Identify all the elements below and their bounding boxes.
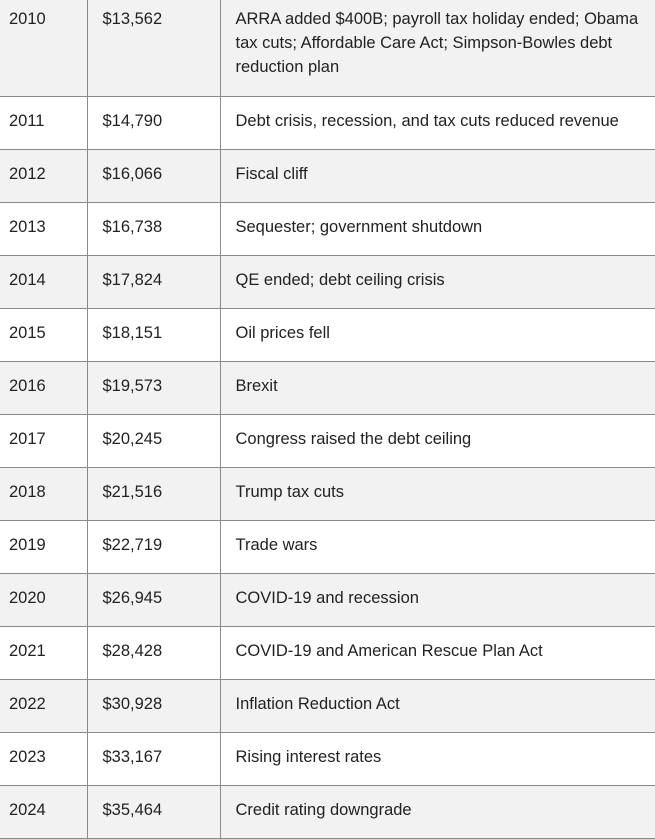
year-cell: 2012 [0, 149, 88, 203]
table-row: 2017 $20,245 Congress raised the debt ceil… [0, 414, 655, 468]
table-row: 2015 $18,151 Oil prices fell [0, 308, 655, 362]
table-row: 2023 $33,167 Rising interest rates [0, 732, 655, 786]
event-cell: Congress raised the debt ceiling [220, 414, 655, 468]
year-cell: 2021 [0, 626, 88, 680]
year-cell: 2019 [0, 520, 88, 574]
debt-cell: $16,066 [87, 149, 221, 203]
table-row: 2021 $28,428 COVID-19 and American Rescue … [0, 626, 655, 680]
table-row: 2019 $22,719 Trade wars [0, 520, 655, 574]
year-cell: 2011 [0, 96, 88, 150]
event-cell: Brexit [220, 361, 655, 415]
table-row: 2024 $35,464 Credit rating downgrade [0, 785, 655, 839]
table-row: 2014 $17,824 QE ended; debt ceiling crisis [0, 255, 655, 309]
event-cell: COVID-19 and recession [220, 573, 655, 627]
debt-cell: $20,245 [87, 414, 221, 468]
event-cell: Credit rating downgrade [220, 785, 655, 839]
debt-cell: $17,824 [87, 255, 221, 309]
table-row: 2010 $13,562 ARRA added $400B; payroll tax… [0, 0, 655, 97]
debt-cell: $30,928 [87, 679, 221, 733]
debt-cell: $28,428 [87, 626, 221, 680]
debt-cell: $22,719 [87, 520, 221, 574]
year-cell: 2010 [0, 0, 88, 97]
year-cell: 2014 [0, 255, 88, 309]
event-cell: Sequester; government shutdown [220, 202, 655, 256]
year-cell: 2020 [0, 573, 88, 627]
year-cell: 2016 [0, 361, 88, 415]
event-cell: Inflation Reduction Act [220, 679, 655, 733]
event-cell: Fiscal cliff [220, 149, 655, 203]
debt-cell: $33,167 [87, 732, 221, 786]
debt-cell: $13,562 [87, 0, 221, 97]
event-cell: COVID-19 and American Rescue Plan Act [220, 626, 655, 680]
year-cell: 2018 [0, 467, 88, 521]
event-cell: Debt crisis, recession, and tax cuts red… [220, 96, 655, 150]
year-cell: 2013 [0, 202, 88, 256]
debt-cell: $21,516 [87, 467, 221, 521]
table-row: 2016 $19,573 Brexit [0, 361, 655, 415]
debt-cell: $19,573 [87, 361, 221, 415]
year-cell: 2017 [0, 414, 88, 468]
debt-cell: $35,464 [87, 785, 221, 839]
event-cell: Trade wars [220, 520, 655, 574]
event-cell: Rising interest rates [220, 732, 655, 786]
event-cell: QE ended; debt ceiling crisis [220, 255, 655, 309]
event-cell: Oil prices fell [220, 308, 655, 362]
debt-cell: $14,790 [87, 96, 221, 150]
table-row: 2018 $21,516 Trump tax cuts [0, 467, 655, 521]
year-cell: 2022 [0, 679, 88, 733]
event-cell: Trump tax cuts [220, 467, 655, 521]
debt-cell: $16,738 [87, 202, 221, 256]
debt-cell: $26,945 [87, 573, 221, 627]
table-row: 2022 $30,928 Inflation Reduction Act [0, 679, 655, 733]
year-cell: 2024 [0, 785, 88, 839]
table-row: 2020 $26,945 COVID-19 and recession [0, 573, 655, 627]
debt-cell: $18,151 [87, 308, 221, 362]
table-row: 2012 $16,066 Fiscal cliff [0, 149, 655, 203]
year-cell: 2023 [0, 732, 88, 786]
event-cell: ARRA added $400B; payroll tax holiday en… [220, 0, 655, 97]
table-row: 2013 $16,738 Sequester; government shutdow… [0, 202, 655, 256]
table-row: 2011 $14,790 Debt crisis, recession, and t… [0, 96, 655, 150]
year-cell: 2015 [0, 308, 88, 362]
